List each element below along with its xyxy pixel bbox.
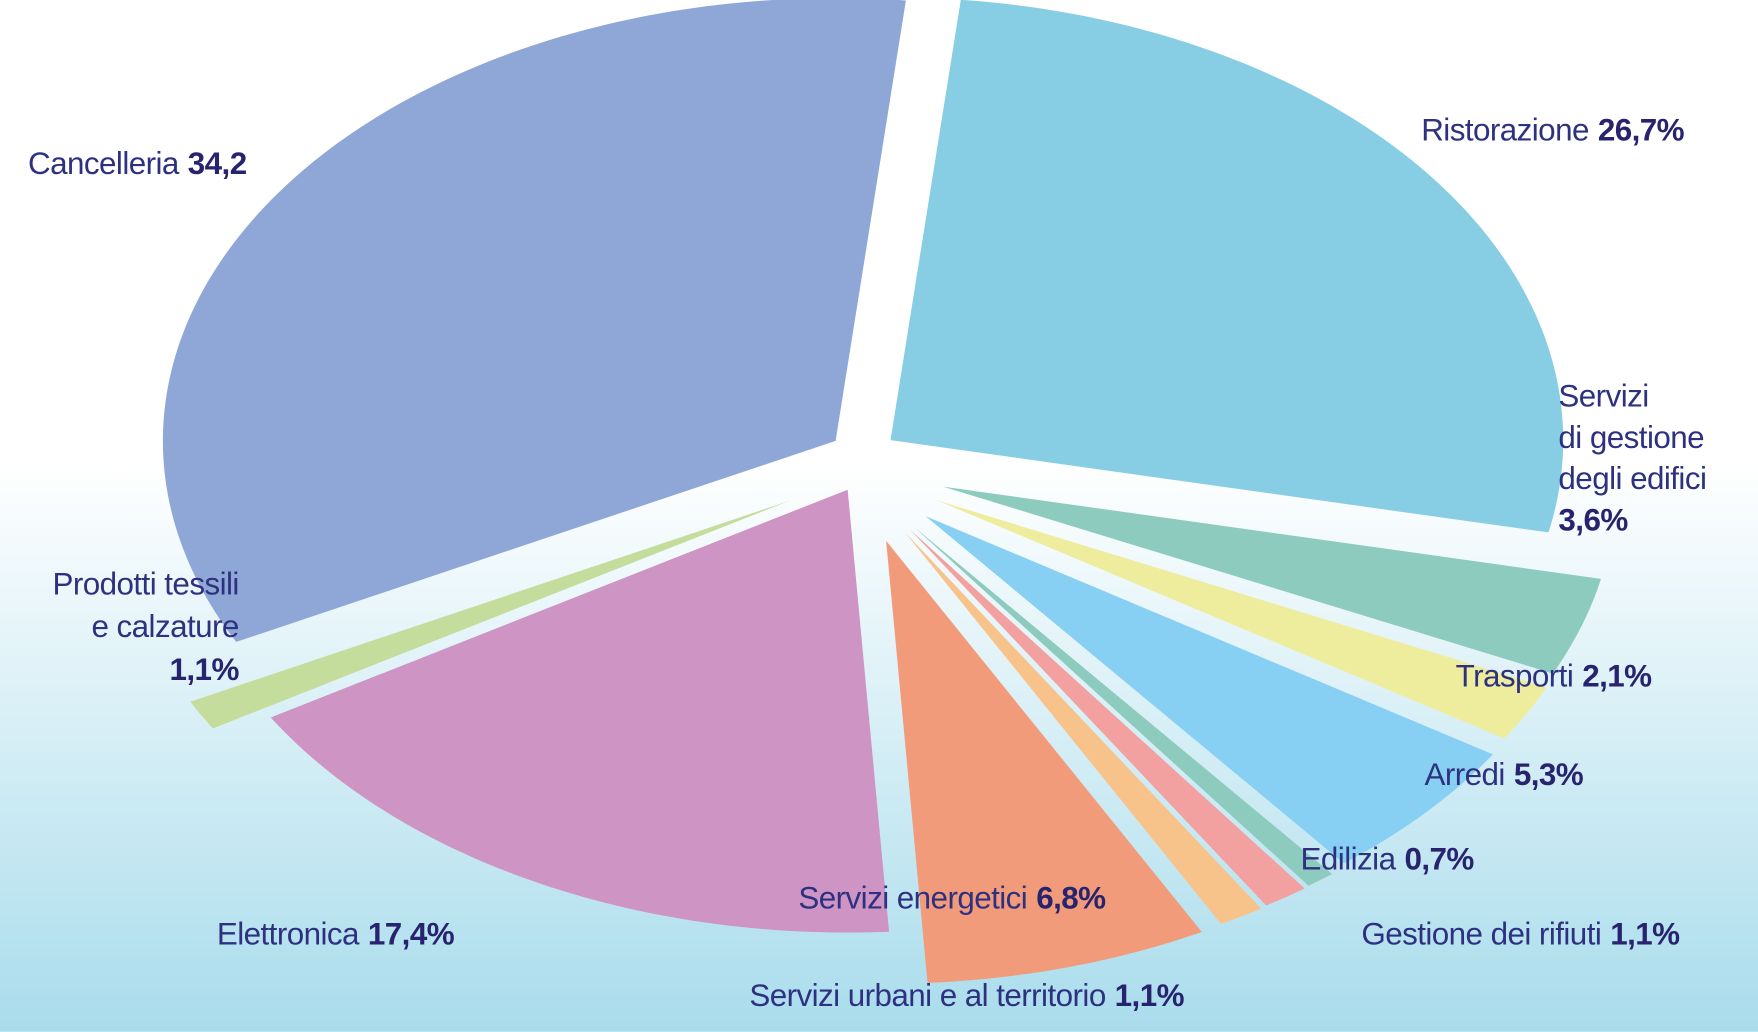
value-label: 1,1% <box>1115 978 1185 1013</box>
value-label: 6,8% <box>1036 881 1106 916</box>
slice-label: Arredi 5,3% <box>1425 758 1584 793</box>
value-label: 1,1% <box>170 652 240 687</box>
pie-slice <box>905 532 1262 924</box>
label-line: Prodotti tessili <box>52 567 238 602</box>
label-name: Elettronica <box>217 917 360 952</box>
label-name: Edilizia <box>1301 842 1397 877</box>
label-line: degli edifici <box>1558 462 1706 497</box>
slice-label: Servizi urbani e al territorio 1,1% <box>749 978 1184 1013</box>
slice-label: Edilizia 0,7% <box>1301 842 1475 877</box>
value-label: 1,1% <box>1610 917 1680 952</box>
value-label: 0,7% <box>1404 842 1474 877</box>
label-name: Cancelleria <box>28 146 180 181</box>
pie-slice <box>937 500 1547 739</box>
pie-slice <box>886 540 1202 983</box>
value-label: 34,2 <box>188 146 247 181</box>
label-name: Arredi <box>1425 758 1505 793</box>
slice-label: Gestione dei rifiuti 1,1% <box>1361 917 1680 952</box>
label-line: di gestione <box>1558 420 1704 455</box>
pie-slice <box>270 489 890 933</box>
pie-slice <box>890 0 1564 533</box>
label-name: Trasporti <box>1456 659 1574 694</box>
slice-label: Trasporti 2,1% <box>1456 659 1652 694</box>
label-line: Servizi <box>1558 379 1648 414</box>
label-name: Ristorazione <box>1421 113 1589 148</box>
label-line: e calzature <box>91 610 238 645</box>
pie-slice <box>190 500 790 729</box>
slice-label: Prodotti tessili e calzature 1,1% <box>52 567 239 687</box>
pie-slice <box>162 0 906 642</box>
pie-slice <box>925 516 1493 864</box>
value-label: 3,6% <box>1558 503 1628 538</box>
pie-slice <box>943 486 1601 674</box>
slice-label: Servizi di gestione degli edifici 3,6% <box>1558 379 1706 538</box>
label-name: Servizi energetici <box>798 881 1027 916</box>
value-label: 26,7% <box>1598 113 1685 148</box>
value-label: 17,4% <box>368 917 455 952</box>
value-label: 5,3% <box>1514 758 1584 793</box>
value-label: 2,1% <box>1582 659 1652 694</box>
slice-label: Servizi energetici 6,8% <box>798 881 1106 916</box>
slice-label: Cancelleria 34,2 <box>28 146 247 181</box>
slice-label: Elettronica 17,4% <box>217 917 455 952</box>
pie-slice <box>914 526 1333 886</box>
slice-label: Ristorazione 26,7% <box>1421 113 1684 148</box>
pie-slice <box>910 529 1305 906</box>
label-name: Servizi urbani e al territorio <box>749 978 1105 1013</box>
label-name: Gestione dei rifiuti <box>1361 917 1601 952</box>
